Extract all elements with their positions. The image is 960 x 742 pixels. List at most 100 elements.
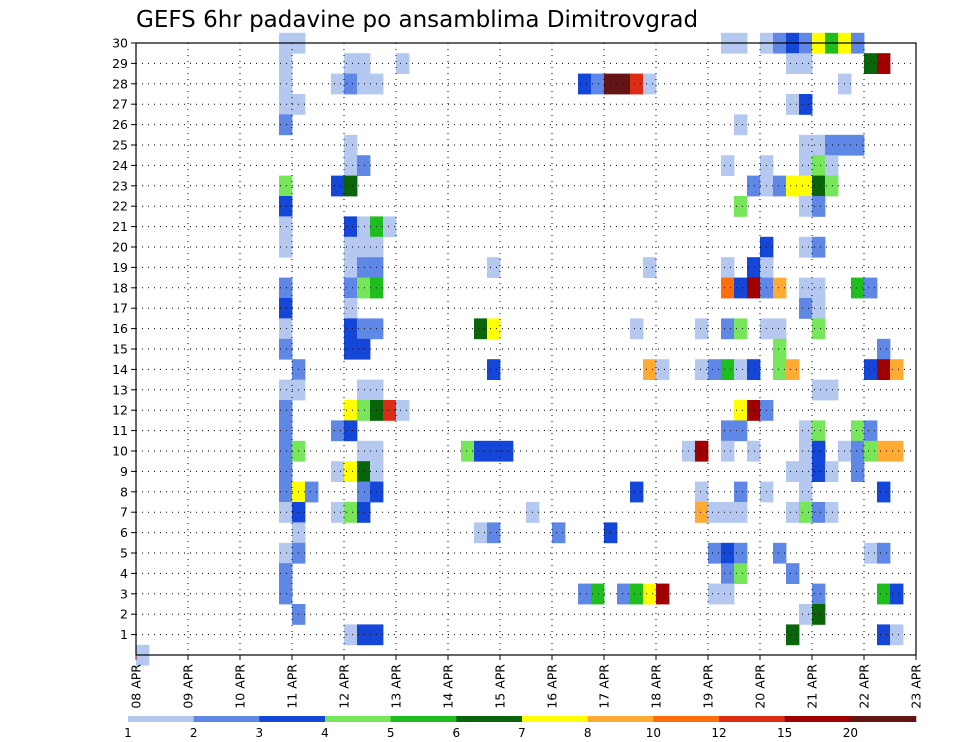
heatmap-cell [799, 298, 813, 319]
heatmap-cell [279, 216, 293, 238]
heatmap-cell [630, 583, 644, 605]
heatmap-cell [357, 400, 371, 421]
heatmap-cell [773, 359, 787, 380]
heatmap-cell [734, 481, 748, 503]
y-tick-label: 7 [120, 505, 128, 520]
heatmap-cell [812, 298, 826, 319]
heatmap-cell [864, 53, 878, 74]
heatmap-cell [721, 440, 735, 462]
heatmap-cell [799, 420, 813, 442]
legend-label: 1 [124, 726, 132, 740]
legend-label: 10 [646, 726, 661, 740]
heatmap-cell [643, 257, 657, 278]
y-tick-label: 11 [112, 423, 128, 438]
heatmap-cell [617, 73, 631, 95]
legend-label: 4 [321, 726, 329, 740]
heatmap-cell [708, 502, 722, 523]
y-tick-label: 6 [120, 525, 128, 540]
heatmap-cell [851, 461, 865, 482]
legend-swatch [128, 716, 194, 722]
legend-swatch [259, 716, 326, 722]
heatmap-cell [500, 440, 514, 462]
heatmap-cell [747, 440, 761, 462]
legend-label: 15 [777, 726, 792, 740]
heatmap-cell [643, 359, 657, 380]
x-tick-label: 16 APR [545, 664, 560, 709]
heatmap-cell [747, 277, 761, 299]
heatmap-cell [344, 236, 358, 258]
heatmap-cell [487, 359, 501, 380]
heatmap-cell [799, 440, 813, 462]
heatmap-cell [851, 277, 865, 299]
heatmap-cell [877, 338, 891, 360]
heatmap-cell [630, 318, 644, 340]
legend-swatch [719, 716, 785, 722]
heatmap-cell [812, 583, 826, 605]
heatmap-cell [734, 114, 748, 136]
heatmap-cell [877, 542, 891, 564]
heatmap-cell [344, 502, 358, 523]
heatmap-cell [747, 359, 761, 380]
heatmap-cell [279, 318, 293, 340]
heatmap-cell [656, 583, 670, 605]
legend-label: 12 [711, 726, 726, 740]
x-tick-label: 10 APR [233, 664, 248, 709]
legend-swatch [456, 716, 523, 722]
heatmap-cell [331, 175, 345, 197]
heatmap-cell [279, 481, 293, 503]
y-tick-label: 16 [112, 321, 128, 336]
heatmap-cell [396, 53, 410, 74]
heatmap-cell [890, 440, 904, 462]
heatmap-cell [825, 155, 839, 176]
heatmap-cell [279, 542, 293, 564]
heatmap-cell [708, 359, 722, 380]
heatmap-cell [578, 73, 592, 95]
heatmap-cell [721, 420, 735, 442]
heatmap-cell [799, 502, 813, 523]
heatmap-cell [643, 583, 657, 605]
heatmap-cell [279, 461, 293, 482]
legend-label: 2 [190, 726, 198, 740]
heatmap-cell [721, 257, 735, 278]
heatmap-cell [734, 420, 748, 442]
heatmap-cell [812, 318, 826, 340]
heatmap-cell [812, 379, 826, 401]
legend-swatch [522, 716, 588, 722]
heatmap-cell [344, 400, 358, 421]
heatmap-cell [474, 522, 488, 544]
heatmap-cell [825, 175, 839, 197]
heatmap-cell [734, 542, 748, 564]
heatmap-cell [357, 379, 371, 401]
y-tick-label: 1 [120, 627, 128, 642]
heatmap-cell [708, 583, 722, 605]
heatmap-cell [279, 196, 293, 217]
legend-label: 8 [584, 726, 592, 740]
heatmap-cell [734, 277, 748, 299]
heatmap-cell [747, 175, 761, 197]
heatmap-cell [487, 440, 501, 462]
heatmap-cell [331, 461, 345, 482]
heatmap-cell [734, 196, 748, 217]
heatmap-cell [344, 73, 358, 95]
y-tick-label: 20 [112, 240, 128, 255]
x-tick-label: 19 APR [701, 664, 716, 709]
heatmap-cell [344, 420, 358, 442]
heatmap-cell [799, 94, 813, 115]
heatmap-cell [279, 236, 293, 258]
heatmap-cell [864, 420, 878, 442]
heatmap-cell [786, 175, 800, 197]
heatmap-cell [799, 604, 813, 625]
y-tick-label: 25 [112, 138, 128, 153]
heatmap-cell [864, 440, 878, 462]
heatmap-cell [695, 359, 709, 380]
heatmap-cell [487, 257, 501, 278]
heatmap-cell [643, 73, 657, 95]
x-tick-label: 14 APR [441, 664, 456, 709]
y-tick-label: 28 [112, 76, 128, 91]
heatmap-cell [773, 542, 787, 564]
heatmap-cell [357, 73, 371, 95]
heatmap-cell [630, 481, 644, 503]
heatmap-cell [721, 359, 735, 380]
heatmap-cell [279, 298, 293, 319]
heatmap-cell [773, 277, 787, 299]
